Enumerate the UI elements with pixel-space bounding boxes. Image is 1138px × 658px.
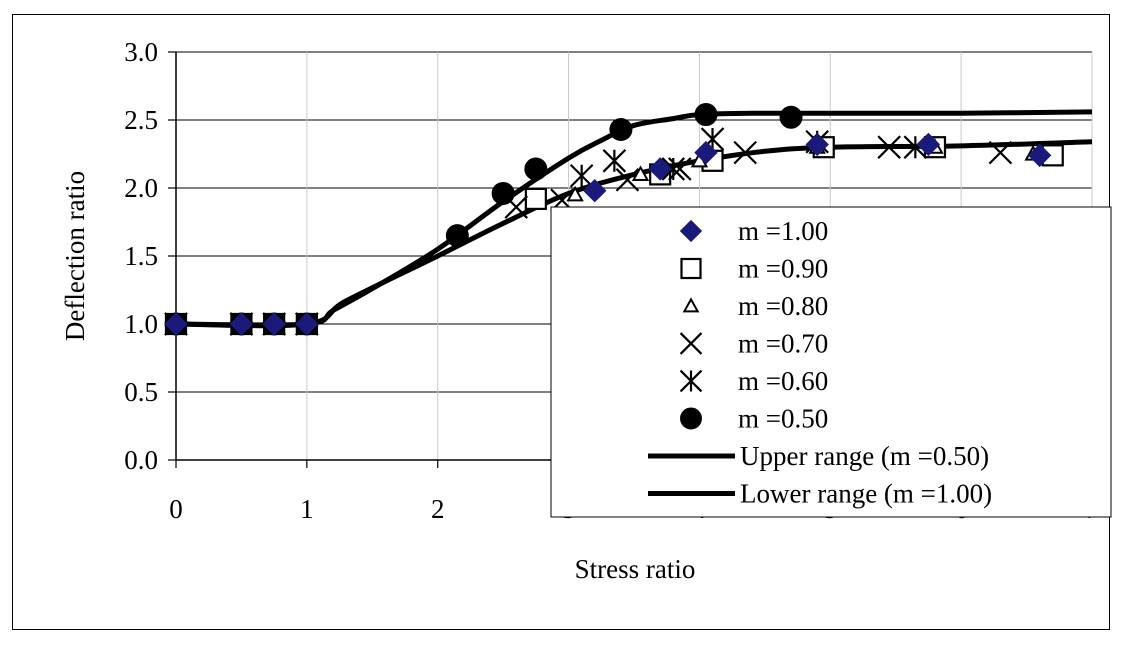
data-point-diamond [229,312,254,336]
data-point-x [877,135,901,159]
y-tick-label: 3.0 [124,37,158,67]
data-point-diamond [262,312,286,336]
y-tick-label: 1.5 [124,241,158,271]
data-point-diamond [648,157,672,181]
data-point-asterisk [569,163,594,188]
legend-label: m =0.50 [738,404,828,434]
legend-swatch-circle [680,407,702,430]
data-point-diamond [805,132,829,157]
series-line-7 [175,139,1093,329]
legend-swatch-square [680,257,702,280]
legend-swatch-asterisk [679,369,703,393]
y-tick-label: 2.5 [124,105,158,135]
data-point-circle [779,105,803,129]
legend-swatch-triangle [682,297,700,313]
data-point-square [524,187,547,210]
y-axis-label: Deflection ratio [60,171,90,341]
legend-label: m =0.80 [738,291,828,321]
series-markers [164,103,1064,336]
x-tick-label: 2 [431,494,445,524]
data-point-circle [609,118,633,142]
data-point-triangle [631,165,650,181]
data-point-diamond [694,140,718,165]
x-axis-label: Stress ratio [575,554,696,584]
legend-label: Upper range (m =0.50) [740,441,989,471]
data-point-asterisk [602,149,627,173]
data-point-circle [524,157,548,181]
y-tick-label: 1.0 [124,309,158,339]
data-point-diamond [1027,143,1052,168]
data-point-diamond [164,312,188,336]
series-lines [175,109,1093,329]
legend: m =1.00 m =0.90 m =0.80 m =0.70 m =0.60 m =0.… [550,206,1112,518]
legend-label: m =0.90 [738,254,828,284]
data-point-circle [491,181,515,205]
data-point-circle [445,224,469,248]
data-point-x [988,140,1013,165]
data-point-x [615,168,640,192]
legend-box [550,206,1112,518]
data-point-diamond [295,312,319,336]
data-point-triangle [566,185,584,202]
data-point-diamond [916,132,941,157]
legend-label: Lower range (m =1.00) [740,479,992,509]
legend-label: m =0.70 [738,329,828,359]
data-point-x [733,140,758,165]
legend-label: m =0.60 [738,366,828,396]
data-point-circle [694,103,718,127]
legend-swatch-diamond [679,219,703,243]
y-tick-label: 0.0 [124,445,158,475]
data-point-asterisk [661,157,686,181]
legend-swatch-x [679,332,703,355]
y-tick-label: 2.0 [124,173,158,203]
data-point-diamond [583,179,607,203]
y-tick-label: 0.5 [124,377,158,407]
x-tick-label: 0 [169,494,183,524]
legend-label: m =1.00 [738,216,828,246]
x-tick-label: 1 [300,494,314,524]
